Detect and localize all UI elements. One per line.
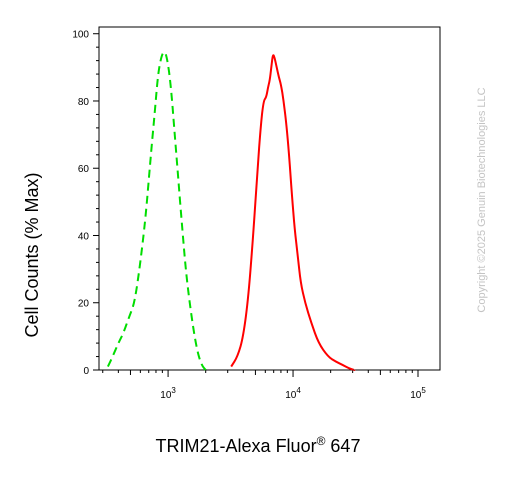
trim21-stained-curve	[230, 54, 356, 372]
y-tick-label: 0	[83, 366, 89, 377]
isotype-control-curve	[106, 51, 207, 371]
x-tick-label: 103	[160, 386, 176, 401]
plot-frame	[98, 26, 441, 371]
x-axis-title-suffix: 647	[325, 436, 360, 456]
y-tick-label: 60	[78, 164, 90, 175]
series-layer	[106, 51, 356, 372]
y-axis: 0 20 40 60 80 100	[72, 30, 99, 377]
x-axis: 103 104 105	[102, 370, 426, 401]
x-axis-title-registered-mark: ®	[317, 434, 326, 448]
plot-border	[98, 26, 441, 371]
x-tick-label: 105	[410, 386, 426, 401]
y-axis-title: Cell Counts (% Max)	[22, 172, 42, 337]
x-axis-title: TRIM21-Alexa Fluor® 647	[156, 434, 361, 456]
x-tick-label: 104	[285, 386, 301, 401]
y-tick-label: 40	[78, 231, 90, 242]
y-tick-label: 80	[78, 97, 90, 108]
y-tick-label: 20	[78, 299, 90, 310]
copyright-watermark: Copyright ©2025 Genuin Biotechnologies L…	[476, 87, 488, 312]
x-axis-title-main: TRIM21-Alexa Fluor	[156, 436, 317, 456]
y-tick-label: 100	[72, 30, 89, 41]
